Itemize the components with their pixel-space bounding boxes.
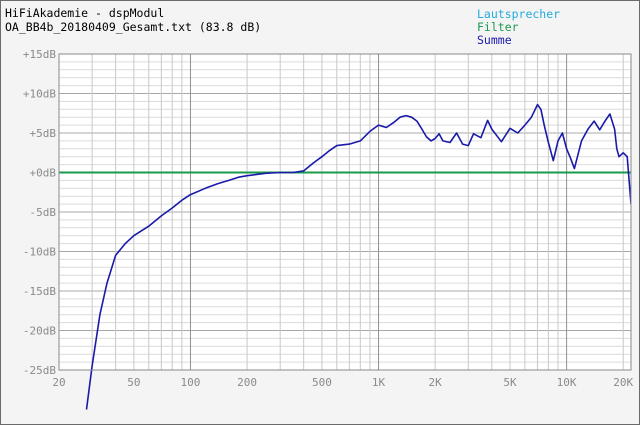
y-tick-label: +10dB xyxy=(23,88,56,101)
x-tick-label: 20 xyxy=(52,376,65,389)
x-tick-label: 200 xyxy=(237,376,257,389)
y-tick-label: -10dB xyxy=(23,246,56,259)
legend-entry: Lautsprecher xyxy=(477,7,560,21)
x-tick-label: 1K xyxy=(372,376,386,389)
y-tick-label: -25dB xyxy=(23,364,56,377)
x-tick-label: 5K xyxy=(503,376,517,389)
y-tick-label: +15dB xyxy=(23,48,56,61)
x-tick-label: 20K xyxy=(613,376,633,389)
y-tick-label: +5dB xyxy=(30,127,57,140)
x-tick-label: 500 xyxy=(312,376,332,389)
x-axis-ticks: 20 50 100 200 500 1K 2K 5K 10K 20K xyxy=(52,376,633,389)
header-title: HiFiAkademie - dspModul xyxy=(5,6,164,20)
legend-entry: Summe xyxy=(477,33,512,47)
legend-entry: Filter xyxy=(477,20,519,34)
series-group xyxy=(59,103,631,410)
y-tick-label: -15dB xyxy=(23,285,56,298)
y-tick-label: -20dB xyxy=(23,325,56,338)
x-tick-label: 2K xyxy=(429,376,443,389)
plot-frame xyxy=(58,53,632,371)
y-tick-label: -5dB xyxy=(30,206,57,219)
x-tick-label: 10K xyxy=(557,376,577,389)
y-axis-ticks: +15dB +10dB +5dB +0dB -5dB -10dB -15dB -20dB -25… xyxy=(23,48,56,377)
x-tick-label: 100 xyxy=(181,376,201,389)
series-summe-line xyxy=(85,103,631,410)
grid xyxy=(59,54,631,370)
y-tick-label: +0dB xyxy=(30,167,57,180)
x-tick-label: 50 xyxy=(127,376,140,389)
header-file: OA_BB4b_20180409_Gesamt.txt (83.8 dB) xyxy=(5,20,261,34)
